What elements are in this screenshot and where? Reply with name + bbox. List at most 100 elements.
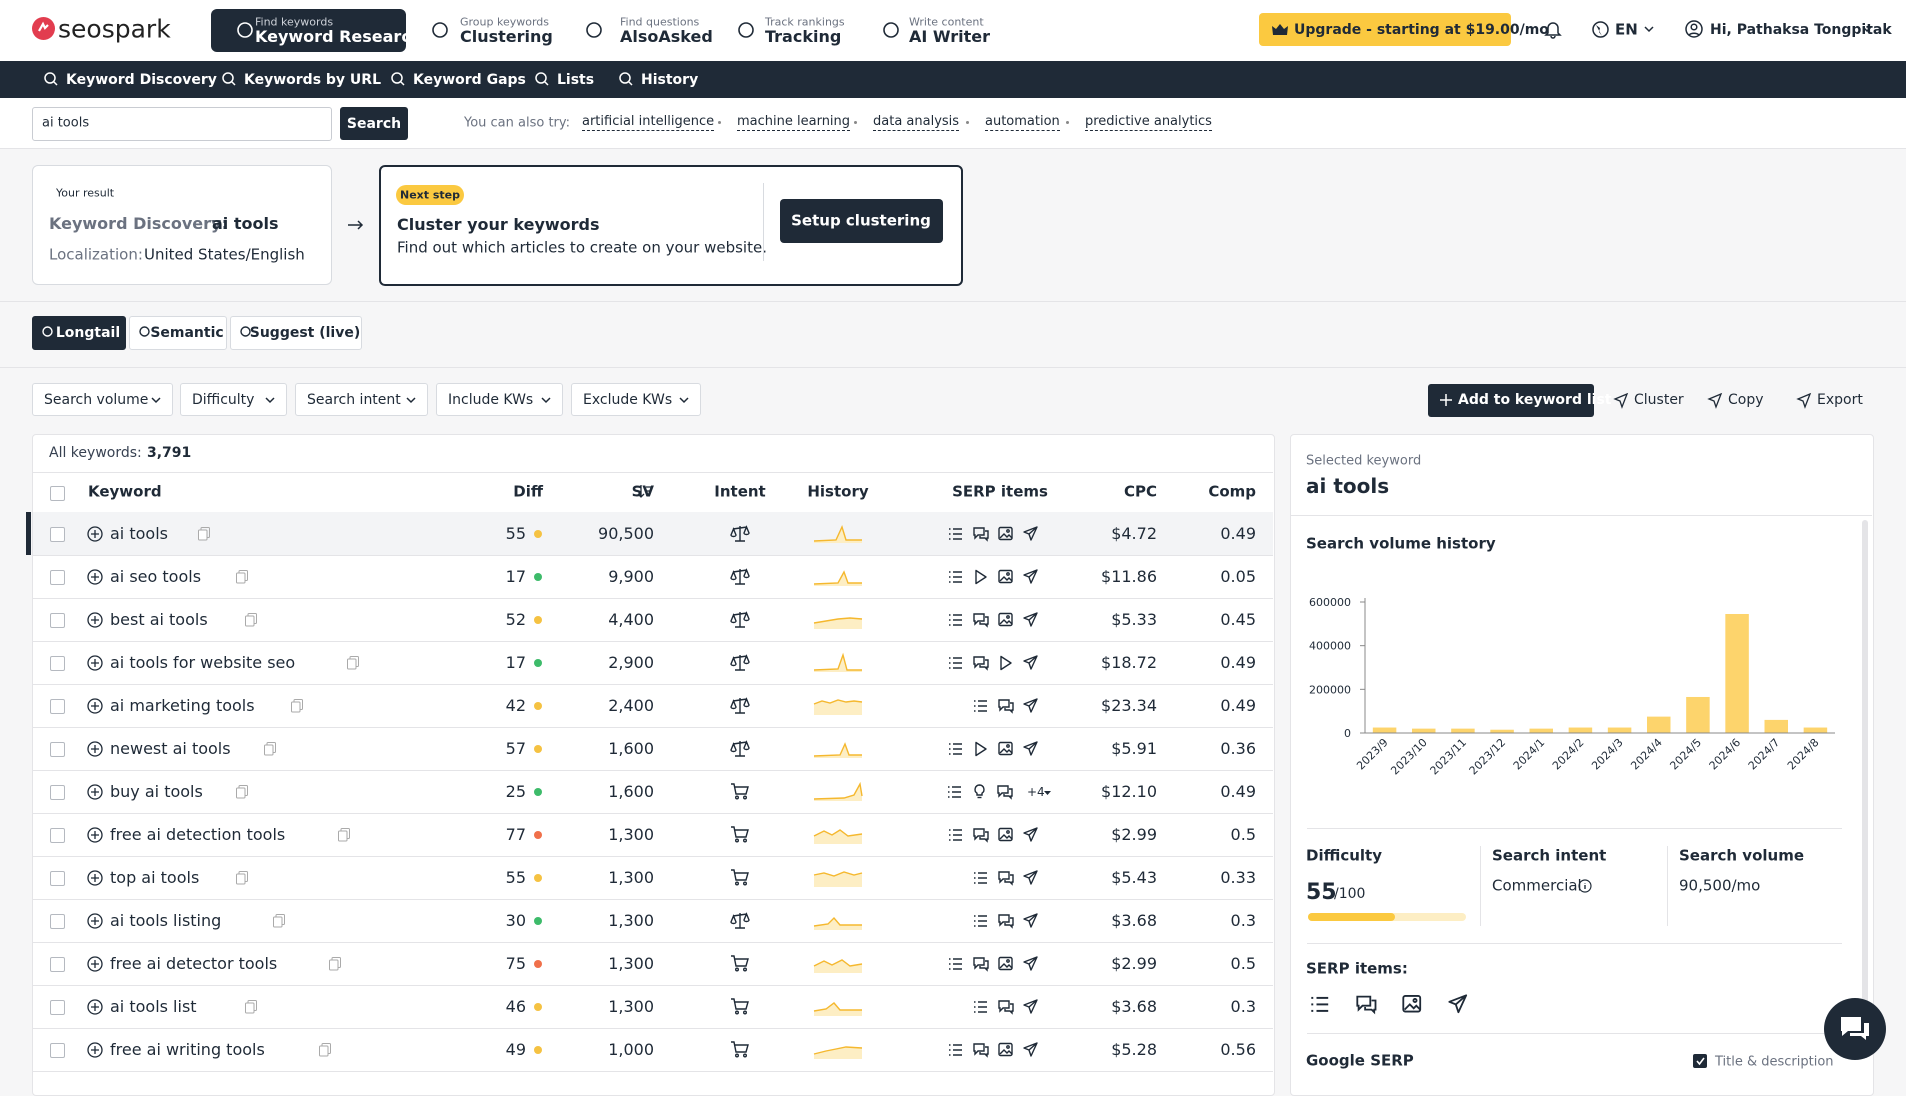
nav-label[interactable]: Tracking	[765, 27, 842, 46]
filter[interactable]	[32, 383, 173, 416]
nav-label[interactable]: AlsoAsked	[620, 27, 713, 46]
tab-text[interactable]: Suggest (live)	[249, 325, 361, 341]
x-tick-label: 2024/2	[1550, 736, 1587, 773]
checkbox[interactable]	[50, 913, 65, 929]
action-text[interactable]: Add to keyword list	[1458, 392, 1612, 408]
filter-text[interactable]: Include KWs	[448, 392, 534, 408]
column-header[interactable]: History	[807, 482, 869, 501]
checkbox[interactable]	[50, 612, 65, 628]
checkbox[interactable]	[50, 1042, 65, 1058]
tab[interactable]	[230, 316, 362, 350]
keyword[interactable]: free ai detection tools	[110, 824, 286, 844]
intent-icon	[731, 1040, 749, 1057]
action-text[interactable]: Export	[1817, 392, 1863, 408]
checkbox[interactable]	[50, 870, 65, 886]
column-header[interactable]: SERP items	[952, 482, 1048, 501]
x-tick-label: 2024/4	[1628, 736, 1665, 773]
checkbox-checked[interactable]	[1693, 1054, 1707, 1068]
suggestion[interactable]: predictive analytics	[1085, 114, 1212, 131]
user-name[interactable]: Hi, Pathaksa Tongpitak	[1710, 22, 1892, 38]
action-text[interactable]: Cluster	[1634, 392, 1684, 408]
checkbox[interactable]	[50, 999, 65, 1015]
tab[interactable]	[129, 316, 227, 350]
subnav-item[interactable]: Keywords by URL	[244, 72, 381, 88]
column-header[interactable]: SV	[631, 482, 654, 501]
lang[interactable]: EN	[1615, 20, 1638, 39]
add-list-button[interactable]	[1428, 384, 1594, 417]
filter[interactable]	[180, 383, 287, 416]
filter-text[interactable]: Search volume	[44, 392, 149, 408]
checkbox[interactable]	[50, 741, 65, 757]
nav-label[interactable]: AI Writer	[909, 27, 991, 46]
checkbox[interactable]	[50, 784, 65, 800]
column-header[interactable]: Intent	[714, 482, 766, 501]
keyword[interactable]: ai tools	[110, 523, 168, 543]
history-sparkline	[813, 781, 863, 801]
nav-small[interactable]: Track rankings	[765, 15, 845, 29]
checkbox[interactable]	[50, 655, 65, 671]
serp-more[interactable]: +4	[1027, 784, 1045, 799]
keyword[interactable]: newest ai tools	[110, 738, 231, 758]
filter[interactable]	[295, 383, 428, 416]
column-header[interactable]: Diff	[513, 482, 543, 501]
history-sparkline	[813, 828, 863, 844]
filter[interactable]	[571, 383, 701, 416]
subnav-item[interactable]: Lists	[557, 72, 595, 88]
subnav-item[interactable]: Keyword Gaps	[413, 72, 526, 88]
keyword[interactable]: free ai detector tools	[110, 953, 278, 973]
nav-small[interactable]: Group keywords	[460, 15, 550, 29]
upgrade-button[interactable]	[1259, 13, 1511, 46]
subnav-item[interactable]: History	[641, 72, 699, 88]
action-text[interactable]: Copy	[1728, 392, 1764, 408]
keyword[interactable]: ai seo tools	[110, 566, 202, 586]
nav-small[interactable]: Find questions	[620, 15, 700, 29]
serp-icon	[1402, 995, 1422, 1013]
keyword[interactable]: ai marketing tools	[110, 695, 255, 715]
checkbox[interactable]	[50, 486, 65, 501]
column-header[interactable]: Keyword	[88, 482, 162, 501]
add-icon	[87, 826, 103, 843]
keyword[interactable]: free ai writing tools	[110, 1039, 265, 1059]
tab-text[interactable]: Semantic	[150, 325, 224, 341]
checkbox[interactable]	[50, 956, 65, 972]
cpc: $18.72	[1101, 652, 1157, 672]
checkbox[interactable]	[50, 569, 65, 585]
column-header[interactable]: CPC	[1123, 482, 1157, 501]
filter-text[interactable]: Search intent	[307, 392, 401, 408]
keyword[interactable]: ai tools listing	[110, 910, 222, 930]
cpc: $5.33	[1111, 609, 1157, 629]
search-button[interactable]	[340, 107, 408, 140]
selected-row	[33, 512, 1273, 555]
keyword[interactable]: ai tools list	[110, 996, 197, 1016]
suggestion[interactable]: artificial intelligence	[582, 114, 715, 131]
subnav-item[interactable]: Keyword Discovery	[66, 72, 217, 88]
keyword[interactable]: buy ai tools	[110, 781, 203, 801]
keyword[interactable]: top ai tools	[110, 867, 200, 887]
setup-button[interactable]	[780, 199, 943, 243]
suggestion[interactable]: machine learning	[737, 114, 851, 131]
nav-small[interactable]: Find keywords	[255, 15, 334, 29]
search-input[interactable]	[32, 107, 332, 141]
nav-label[interactable]: Keyword Research	[255, 27, 423, 46]
suggestion[interactable]: data analysis	[873, 114, 960, 131]
setup-text[interactable]: Setup clustering	[791, 211, 931, 230]
checkbox[interactable]	[50, 827, 65, 843]
keyword[interactable]: best ai tools	[110, 609, 208, 629]
search-button-text[interactable]: Search	[346, 116, 402, 132]
filter-text[interactable]: Difficulty	[192, 392, 255, 408]
history-sparkline	[813, 1045, 863, 1059]
search-volume: 2,400	[608, 695, 654, 715]
checkbox[interactable]	[50, 698, 65, 714]
checkbox[interactable]	[50, 526, 65, 542]
keyword[interactable]: ai tools for website seo	[110, 652, 296, 672]
filter-text[interactable]: Exclude KWs	[583, 392, 673, 408]
nav-small[interactable]: Write content	[909, 15, 984, 29]
filter[interactable]	[436, 383, 563, 416]
column-header[interactable]: Comp	[1208, 482, 1256, 501]
suggestion[interactable]: automation	[985, 114, 1060, 131]
upgrade-text[interactable]: Upgrade - starting at $19.00/mo	[1294, 22, 1549, 38]
nav-label[interactable]: Clustering	[460, 27, 553, 46]
tab-text[interactable]: Longtail	[55, 325, 121, 341]
title-desc[interactable]: Title & description	[1715, 1054, 1834, 1070]
tab[interactable]	[32, 316, 126, 350]
